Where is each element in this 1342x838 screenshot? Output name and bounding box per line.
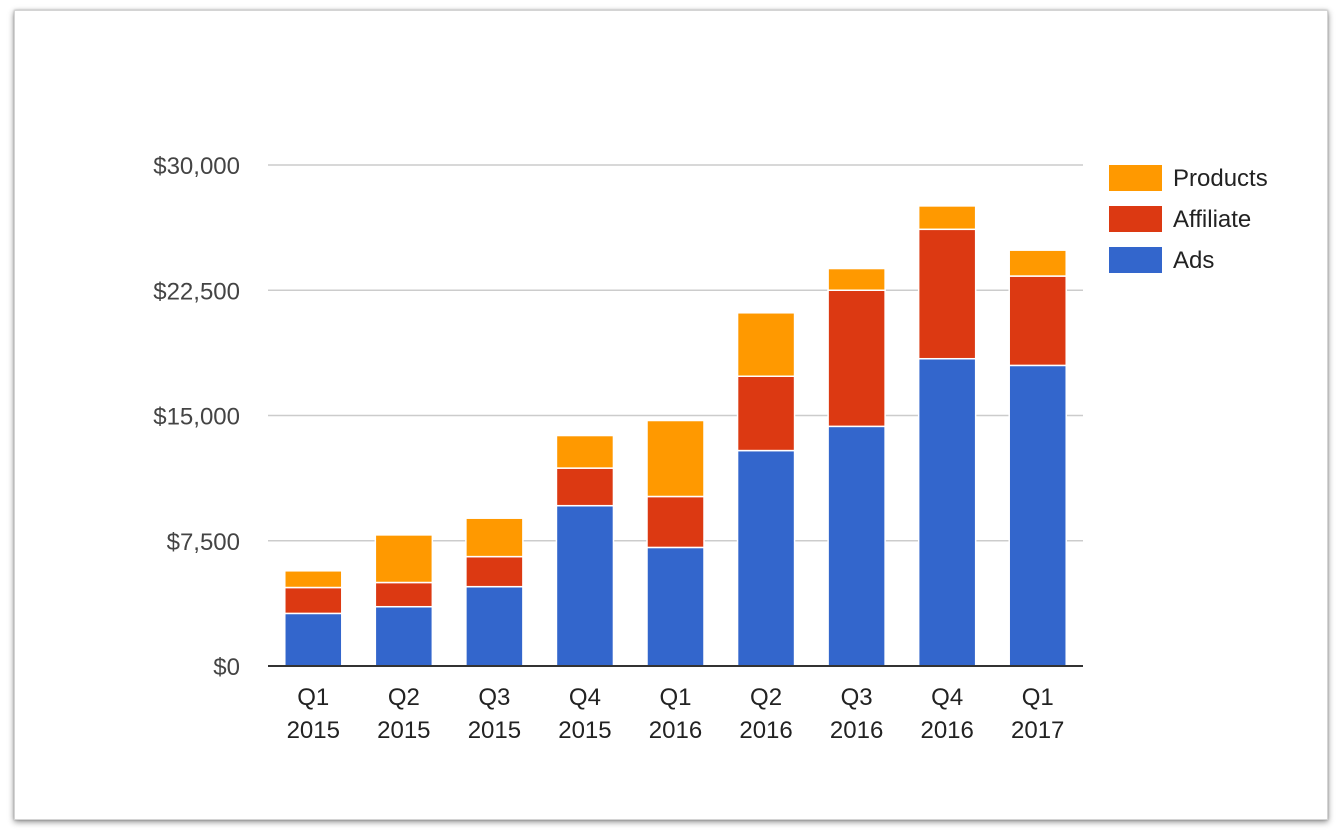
bar-ads-8 [1008, 364, 1067, 667]
bar-ads-6 [827, 425, 886, 667]
bar-products-0 [284, 570, 343, 589]
bar-affiliate-0 [284, 586, 343, 615]
bar-affiliate-6 [827, 289, 886, 428]
bar-affiliate-4 [646, 495, 705, 549]
bar-products-2 [465, 517, 524, 558]
x-tick-label: Q1 [659, 684, 691, 711]
bar-ads-3 [555, 504, 615, 667]
y-tick-label: $7,500 [167, 529, 240, 556]
x-tick-label: 2016 [920, 717, 973, 744]
bar-ads-1 [374, 605, 434, 667]
x-tick-label: Q1 [297, 684, 329, 711]
x-tick-label: Q4 [569, 684, 601, 711]
y-tick-label: $15,000 [153, 404, 240, 431]
bar-products-5 [736, 312, 796, 378]
bar-affiliate-8 [1008, 275, 1067, 367]
bar-products-6 [827, 267, 886, 292]
bar-affiliate-3 [555, 467, 615, 507]
legend-label-products: Products [1173, 165, 1268, 192]
bar-affiliate-1 [374, 581, 434, 608]
legend-swatch-products [1109, 165, 1162, 191]
x-tick-label: 2017 [1011, 717, 1064, 744]
bar-products-7 [917, 205, 977, 231]
legend-label-ads: Ads [1173, 247, 1214, 274]
x-tick-label: Q4 [931, 684, 963, 711]
bar-products-1 [374, 534, 434, 584]
bar-products-4 [646, 419, 705, 498]
bar-ads-0 [284, 612, 343, 667]
x-tick-label: 2015 [468, 717, 521, 744]
x-tick-label: Q3 [841, 684, 873, 711]
legend-swatch-ads [1109, 247, 1162, 273]
x-tick-label: Q2 [388, 684, 420, 711]
bar-affiliate-7 [917, 228, 977, 360]
x-tick-label: Q3 [478, 684, 510, 711]
bar-products-3 [555, 434, 615, 469]
legend-label-affiliate: Affiliate [1173, 206, 1251, 233]
x-tick-label: Q1 [1022, 684, 1054, 711]
x-tick-label: 2015 [558, 717, 611, 744]
bar-affiliate-2 [465, 555, 524, 588]
x-tick-label: Q2 [750, 684, 782, 711]
bar-ads-2 [465, 585, 524, 667]
bar-ads-4 [646, 546, 705, 667]
x-tick-label: 2016 [830, 717, 883, 744]
x-tick-label: 2016 [739, 717, 792, 744]
bar-products-8 [1008, 249, 1067, 277]
x-tick-label: 2015 [287, 717, 340, 744]
legend-swatch-affiliate [1109, 206, 1162, 232]
x-tick-label: 2016 [649, 717, 702, 744]
bar-affiliate-5 [736, 375, 796, 452]
y-tick-label: $30,000 [153, 153, 240, 180]
y-tick-label: $22,500 [153, 278, 240, 305]
x-tick-label: 2015 [377, 717, 430, 744]
bar-ads-5 [736, 449, 796, 667]
y-tick-label: $0 [213, 654, 240, 681]
bar-ads-7 [917, 357, 977, 667]
